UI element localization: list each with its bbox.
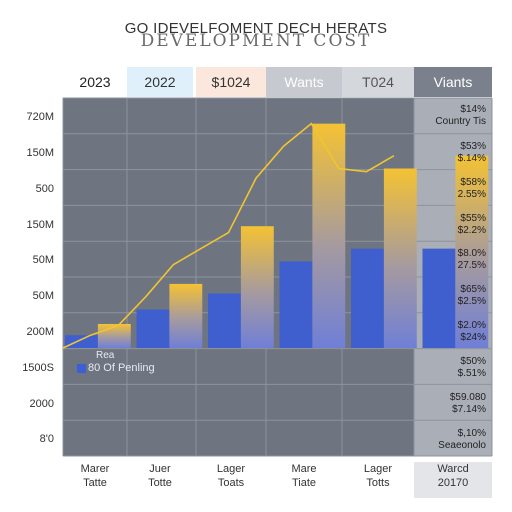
x-tick-label: Lager Totts xyxy=(363,463,393,489)
right-label: $55% $2.2% xyxy=(457,213,486,236)
tab-1024[interactable]: $1024 xyxy=(196,67,266,97)
y-tick-label: 2000 xyxy=(29,398,54,410)
y-tick-label: 8'0 xyxy=(39,433,54,445)
x-tick-label: Marer Tatte xyxy=(80,463,110,489)
right-label: $58% 2.55% xyxy=(457,177,486,200)
legend-title: Rea xyxy=(96,350,115,361)
y-tick-label: 200M xyxy=(26,326,54,338)
legend-label: 80 Of Penling xyxy=(88,362,155,374)
y-tick-label: 50M xyxy=(32,290,54,302)
bar xyxy=(208,293,241,348)
trend-line xyxy=(62,122,395,349)
y-tick-label: 720M xyxy=(26,111,54,123)
bar xyxy=(136,309,170,348)
x-tick-label: Juer Totte xyxy=(148,463,172,489)
tab-t024[interactable]: T024 xyxy=(342,67,414,97)
y-tick-label: 50M xyxy=(32,254,54,266)
bar xyxy=(65,335,98,348)
right-label: $59.080 $7.14% xyxy=(449,392,486,415)
y-tick-label: 500 xyxy=(35,183,54,195)
right-label: $53% $.14% xyxy=(457,141,486,164)
bar-layer xyxy=(65,123,489,349)
chart-subtitle: GO IDEVELFOMENT DECH HERATS xyxy=(124,20,388,37)
x-tick-label: Lager Toats xyxy=(216,463,246,489)
bar xyxy=(422,248,456,348)
legend-swatch xyxy=(77,364,86,373)
tab-2022[interactable]: 2022 xyxy=(127,67,193,97)
y-tick-label: 150M xyxy=(26,147,54,159)
bar xyxy=(279,261,313,348)
tab-wants[interactable]: Wants xyxy=(266,67,342,97)
bar xyxy=(97,323,131,348)
x-tick-label: Warcd 20170 xyxy=(414,462,492,498)
x-tick-label: Mare Tiate xyxy=(291,463,317,489)
bar xyxy=(169,283,203,348)
y-tick-label: 1500S xyxy=(22,362,54,374)
tab-2023[interactable]: 2023 xyxy=(63,67,127,97)
bar xyxy=(383,168,417,348)
right-label: $2.0% $24% xyxy=(457,320,486,343)
y-tick-label: 150M xyxy=(26,219,54,231)
bar xyxy=(351,248,384,348)
right-label: $65% $2.5% xyxy=(457,284,486,307)
chart-title: DEVELOPMENT COST xyxy=(140,31,372,51)
tab-viants[interactable]: Viants xyxy=(414,67,492,97)
right-label: $,10% Seaeonolo xyxy=(438,428,486,451)
right-label: $14% Country Tis xyxy=(435,104,486,127)
right-label: $50% $.51% xyxy=(457,356,486,379)
bar xyxy=(455,155,489,348)
bar xyxy=(240,226,274,348)
bar xyxy=(312,123,346,349)
line-layer xyxy=(62,122,395,349)
right-label: $8.0% 27.5% xyxy=(457,248,486,271)
